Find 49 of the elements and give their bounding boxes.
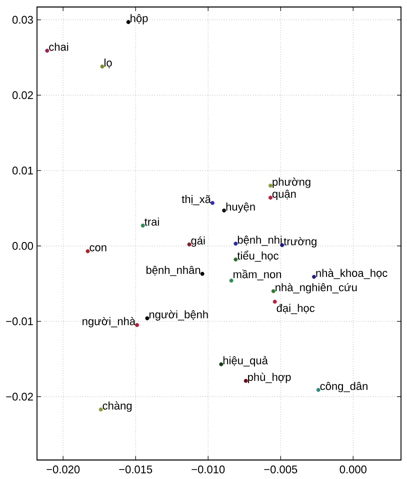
point — [229, 278, 234, 283]
annotation: tiểu_học — [237, 250, 278, 262]
annotation: con — [90, 245, 106, 252]
point — [219, 362, 224, 366]
annotation: đại_học — [276, 304, 315, 314]
annotation: phường — [272, 178, 310, 188]
y-tick-label: −0.02 — [6, 392, 33, 401]
y-tick-label: 0.00 — [12, 242, 34, 250]
annotation: bệnh_nhi — [238, 236, 282, 246]
annotation: hiệu_quả — [223, 356, 268, 367]
point — [145, 316, 150, 320]
point — [271, 289, 276, 294]
x-tick-label: −0.010 — [192, 466, 225, 474]
annotation: huyện — [226, 202, 255, 213]
point — [126, 20, 130, 24]
annotation: mầm_non — [234, 270, 282, 280]
annotation: phù_hợp — [248, 372, 291, 384]
y-tick-label: −0.01 — [6, 317, 33, 326]
point — [100, 64, 104, 69]
annotation: nhà_nghiên_cứu — [276, 283, 357, 294]
y-tick-label: 0.01 — [12, 166, 33, 174]
annotation: bệnh_nhân — [146, 266, 200, 276]
annotation: trường — [284, 237, 316, 248]
point — [268, 184, 272, 188]
point — [45, 48, 50, 53]
annotation: chàng — [102, 401, 132, 412]
point — [312, 274, 316, 279]
annotation: thị_xã — [182, 195, 211, 206]
point — [268, 196, 272, 200]
annotation: chai — [49, 42, 68, 51]
y-tick-label: 0.03 — [12, 16, 33, 24]
annotation: gái — [191, 236, 205, 247]
annotation: trai — [144, 218, 159, 226]
annotation: công_dân — [320, 382, 368, 392]
point — [244, 378, 248, 383]
x-tick-label: −0.015 — [119, 466, 152, 474]
y-tick-label: 0.02 — [12, 91, 33, 100]
annotation: quận — [272, 190, 296, 200]
x-tick-label: −0.020 — [46, 466, 80, 474]
point — [140, 224, 145, 228]
x-tick-label: −0.005 — [264, 466, 298, 474]
annotation: người_nhà — [82, 316, 136, 328]
point — [86, 249, 90, 254]
annotation: lọ — [104, 58, 112, 68]
annotation: nhà_khoa_học — [316, 268, 388, 280]
point — [272, 300, 277, 304]
annotation: hộp — [130, 14, 148, 24]
x-tick-label: 0.000 — [340, 466, 366, 474]
annotation: người_bệnh — [149, 310, 208, 321]
